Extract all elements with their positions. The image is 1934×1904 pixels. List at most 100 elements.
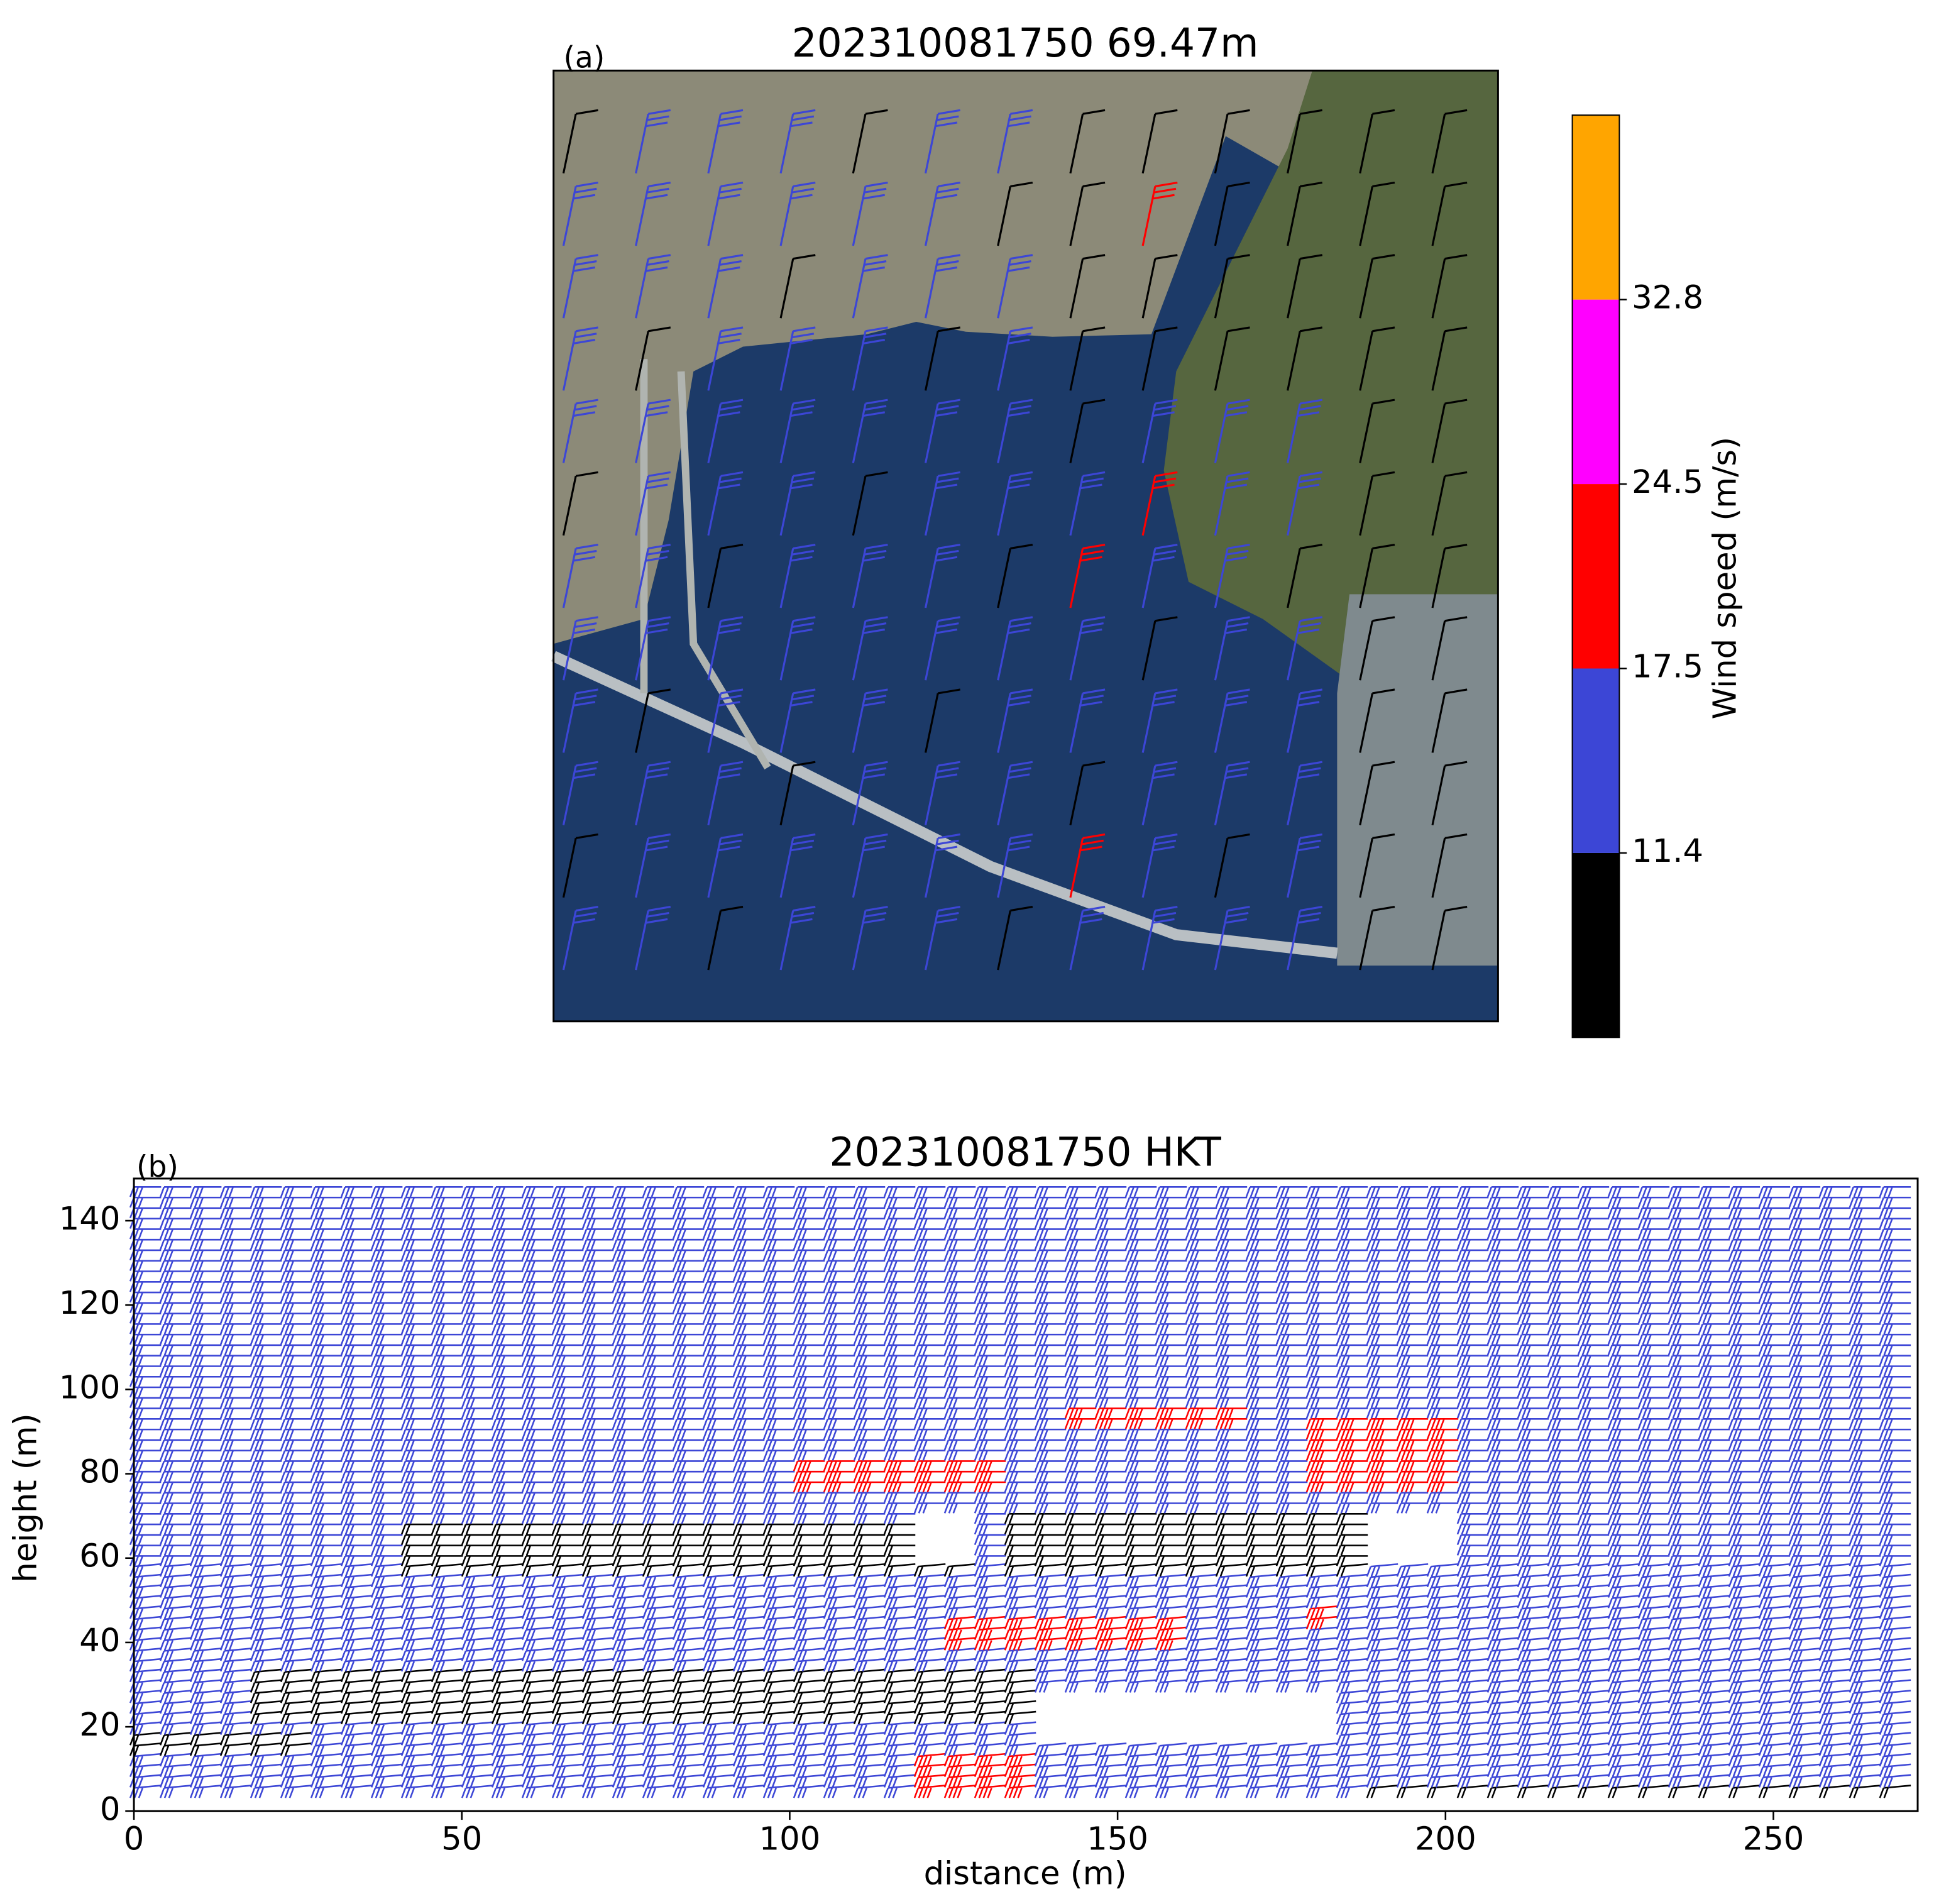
wind-barb xyxy=(461,1460,493,1472)
wind-barb xyxy=(1305,1280,1338,1292)
wind-barb xyxy=(1456,1407,1489,1419)
wind-barb xyxy=(1607,1260,1640,1271)
wind-barb xyxy=(581,1492,614,1503)
wind-barb xyxy=(612,1502,644,1514)
wind-barb xyxy=(1607,1615,1640,1630)
wind-barb xyxy=(793,1753,825,1767)
wind-barb xyxy=(491,1355,524,1366)
wind-barb xyxy=(1849,1186,1881,1197)
wind-barb xyxy=(189,1439,222,1451)
wind-barb xyxy=(762,1186,795,1197)
wind-barb xyxy=(1004,1534,1036,1546)
wind-barb xyxy=(707,254,744,319)
wind-barb xyxy=(1698,1270,1730,1282)
wind-barb xyxy=(883,1637,916,1651)
wind-barb xyxy=(1668,1302,1700,1314)
wind-barb xyxy=(280,1407,312,1419)
wind-barb xyxy=(612,1344,644,1356)
wind-barb xyxy=(1577,1658,1610,1672)
wind-barb xyxy=(943,1450,976,1461)
wind-barb xyxy=(1486,1648,1519,1661)
wind-barb xyxy=(1728,1218,1761,1229)
wind-barb xyxy=(1155,1584,1187,1598)
wind-barb xyxy=(280,1679,312,1693)
wind-barb xyxy=(913,1573,946,1588)
wind-barb xyxy=(943,1249,976,1261)
wind-barb xyxy=(913,1605,946,1619)
wind-barb xyxy=(1426,1228,1459,1240)
wind-barb xyxy=(1818,1637,1851,1651)
wind-barb xyxy=(551,1492,584,1503)
wind-barb xyxy=(1486,1280,1519,1292)
wind-barb xyxy=(1486,1302,1519,1314)
wind-barb xyxy=(702,1397,735,1408)
wind-barb xyxy=(1185,1218,1217,1229)
wind-barb xyxy=(1577,1732,1610,1746)
wind-barb xyxy=(1094,1534,1127,1546)
wind-barb xyxy=(340,1312,373,1324)
wind-barb xyxy=(883,1291,916,1303)
wind-barb xyxy=(1547,1563,1580,1577)
wind-barb xyxy=(1849,1470,1881,1482)
wind-barb xyxy=(1607,1302,1640,1314)
wind-barb xyxy=(370,1534,403,1546)
wind-barb xyxy=(1547,1774,1580,1788)
wind-barb xyxy=(1517,1344,1549,1356)
wind-barb xyxy=(672,1418,705,1429)
wind-barb xyxy=(400,1534,433,1546)
wind-barb xyxy=(1431,326,1468,391)
wind-barb xyxy=(129,1544,162,1556)
wind-barb xyxy=(732,1196,765,1208)
wind-barb xyxy=(340,1584,373,1598)
wind-barb xyxy=(491,1428,524,1440)
wind-barb xyxy=(1034,1492,1067,1503)
wind-barb xyxy=(1396,1573,1429,1588)
wind-barb xyxy=(852,254,888,319)
wind-barb xyxy=(159,1774,192,1788)
wind-barb xyxy=(491,1534,524,1546)
wind-barb xyxy=(823,1186,855,1197)
wind-barb xyxy=(1637,1763,1670,1778)
wind-barb xyxy=(1698,1228,1730,1240)
wind-barb xyxy=(310,1450,343,1461)
wind-barb xyxy=(1155,1544,1187,1556)
wind-barb xyxy=(1788,1626,1821,1640)
wind-barb xyxy=(1486,1218,1519,1229)
wind-barb xyxy=(581,1742,614,1756)
wind-barb xyxy=(702,1584,735,1598)
wind-barb xyxy=(1517,1679,1549,1693)
wind-barb xyxy=(852,109,888,174)
wind-barb xyxy=(1668,1280,1700,1292)
wind-barb xyxy=(1275,1502,1308,1514)
wind-barb xyxy=(1637,1260,1670,1271)
wind-barb xyxy=(853,1186,886,1197)
wind-barb xyxy=(1486,1428,1519,1440)
wind-barb xyxy=(1879,1260,1911,1271)
wind-barb xyxy=(129,1584,162,1598)
wind-barb xyxy=(672,1481,705,1493)
wind-barb xyxy=(1456,1513,1489,1524)
wind-barb xyxy=(732,1658,765,1672)
wind-barb xyxy=(1426,1428,1459,1440)
wind-barb xyxy=(581,1344,614,1356)
wind-barb xyxy=(612,1615,644,1630)
wind-barb xyxy=(1637,1774,1670,1788)
wind-barb xyxy=(1004,1260,1036,1271)
wind-barb xyxy=(491,1679,524,1693)
wind-barb xyxy=(1849,1260,1881,1271)
wind-barb xyxy=(280,1502,312,1514)
wind-barb xyxy=(1275,1534,1308,1546)
wind-barb xyxy=(400,1386,433,1398)
wind-barb xyxy=(1728,1207,1761,1219)
wind-barb xyxy=(1698,1355,1730,1366)
wind-barb xyxy=(823,1323,855,1334)
wind-barb xyxy=(340,1249,373,1261)
wind-barb xyxy=(853,1418,886,1429)
wind-barb xyxy=(823,1563,855,1577)
wind-barb xyxy=(823,1218,855,1229)
wind-barb xyxy=(702,1312,735,1324)
wind-barb xyxy=(340,1365,373,1377)
wind-barb xyxy=(310,1573,343,1588)
wind-barb xyxy=(943,1679,976,1693)
wind-barb xyxy=(219,1218,252,1229)
